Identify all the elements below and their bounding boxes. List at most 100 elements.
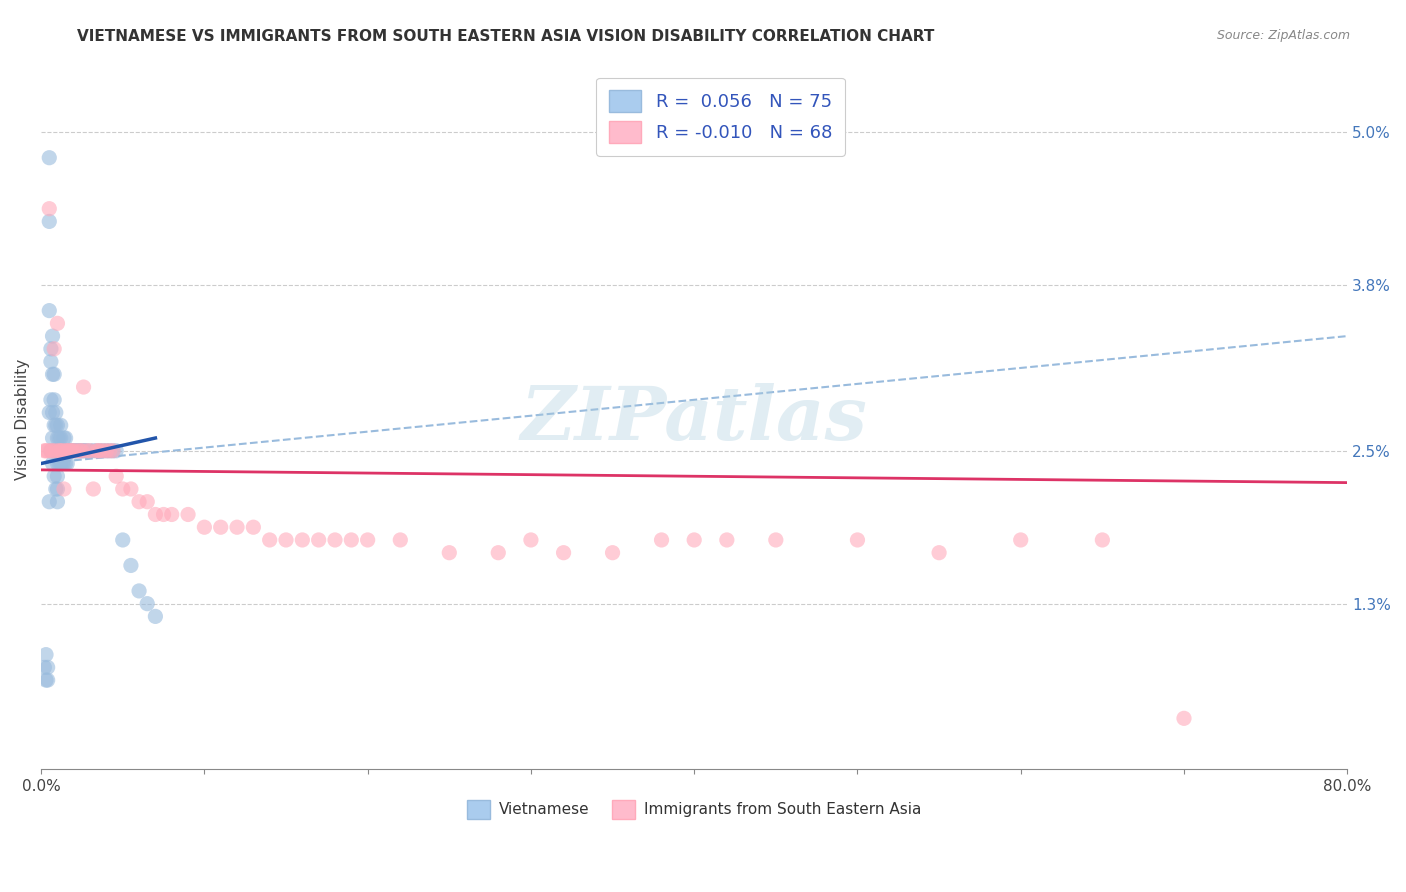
Point xyxy=(193,520,215,534)
Point xyxy=(46,431,69,445)
Point xyxy=(152,508,174,522)
Point xyxy=(177,508,200,522)
Point xyxy=(35,673,58,687)
Point xyxy=(46,469,69,483)
Point xyxy=(86,443,108,458)
Point xyxy=(38,303,60,318)
Point xyxy=(60,443,83,458)
Point xyxy=(70,443,93,458)
Point xyxy=(38,214,60,228)
Point xyxy=(45,418,67,433)
Point xyxy=(62,443,84,458)
Point xyxy=(44,418,66,433)
Point xyxy=(66,443,89,458)
Point xyxy=(46,443,69,458)
Point xyxy=(1010,533,1032,547)
Point xyxy=(46,317,69,331)
Point xyxy=(38,494,60,508)
Point xyxy=(69,443,91,458)
Point xyxy=(323,533,346,547)
Point xyxy=(49,457,72,471)
Point xyxy=(41,431,63,445)
Point xyxy=(59,443,82,458)
Point xyxy=(91,443,114,458)
Point xyxy=(651,533,673,547)
Point xyxy=(55,443,77,458)
Point xyxy=(37,660,59,674)
Point xyxy=(44,443,66,458)
Point xyxy=(716,533,738,547)
Point xyxy=(62,443,84,458)
Point xyxy=(58,443,80,458)
Point xyxy=(38,151,60,165)
Point xyxy=(91,443,114,458)
Point xyxy=(56,457,79,471)
Y-axis label: Vision Disability: Vision Disability xyxy=(15,359,30,480)
Text: VIETNAMESE VS IMMIGRANTS FROM SOUTH EASTERN ASIA VISION DISABILITY CORRELATION C: VIETNAMESE VS IMMIGRANTS FROM SOUTH EAST… xyxy=(77,29,935,44)
Point xyxy=(72,443,94,458)
Point xyxy=(65,443,87,458)
Point xyxy=(389,533,412,547)
Point xyxy=(120,558,142,573)
Point xyxy=(49,431,72,445)
Point xyxy=(75,443,97,458)
Point xyxy=(59,443,82,458)
Point xyxy=(39,443,62,458)
Point xyxy=(486,546,509,560)
Point xyxy=(39,392,62,407)
Point xyxy=(44,368,66,382)
Text: Source: ZipAtlas.com: Source: ZipAtlas.com xyxy=(1216,29,1350,42)
Point xyxy=(128,583,150,598)
Point xyxy=(1173,711,1195,725)
Point xyxy=(48,431,70,445)
Point xyxy=(45,443,67,458)
Point xyxy=(82,482,104,496)
Text: ZIPatlas: ZIPatlas xyxy=(520,383,868,455)
Point xyxy=(101,443,124,458)
Point xyxy=(69,443,91,458)
Point xyxy=(96,443,118,458)
Point xyxy=(128,494,150,508)
Point xyxy=(98,443,121,458)
Point xyxy=(48,457,70,471)
Point xyxy=(46,482,69,496)
Point xyxy=(46,494,69,508)
Point xyxy=(48,443,70,458)
Point xyxy=(35,443,58,458)
Point xyxy=(98,443,121,458)
Point xyxy=(96,443,118,458)
Point xyxy=(51,443,73,458)
Point xyxy=(274,533,297,547)
Point xyxy=(34,443,56,458)
Point xyxy=(76,443,98,458)
Point xyxy=(242,520,264,534)
Point xyxy=(683,533,706,547)
Point xyxy=(291,533,314,547)
Point xyxy=(209,520,232,534)
Point xyxy=(76,443,98,458)
Point xyxy=(87,443,110,458)
Point xyxy=(82,443,104,458)
Point xyxy=(56,443,79,458)
Point xyxy=(60,443,83,458)
Point xyxy=(120,482,142,496)
Point xyxy=(55,457,77,471)
Point xyxy=(37,443,59,458)
Point xyxy=(39,443,62,458)
Point xyxy=(45,482,67,496)
Point xyxy=(52,482,75,496)
Point xyxy=(45,443,67,458)
Point xyxy=(136,494,159,508)
Point xyxy=(308,533,330,547)
Point xyxy=(44,469,66,483)
Point xyxy=(38,405,60,419)
Point xyxy=(553,546,575,560)
Point xyxy=(86,443,108,458)
Point xyxy=(89,443,111,458)
Point xyxy=(41,457,63,471)
Point xyxy=(41,329,63,343)
Point xyxy=(34,660,56,674)
Point xyxy=(35,648,58,662)
Point xyxy=(41,368,63,382)
Point xyxy=(89,443,111,458)
